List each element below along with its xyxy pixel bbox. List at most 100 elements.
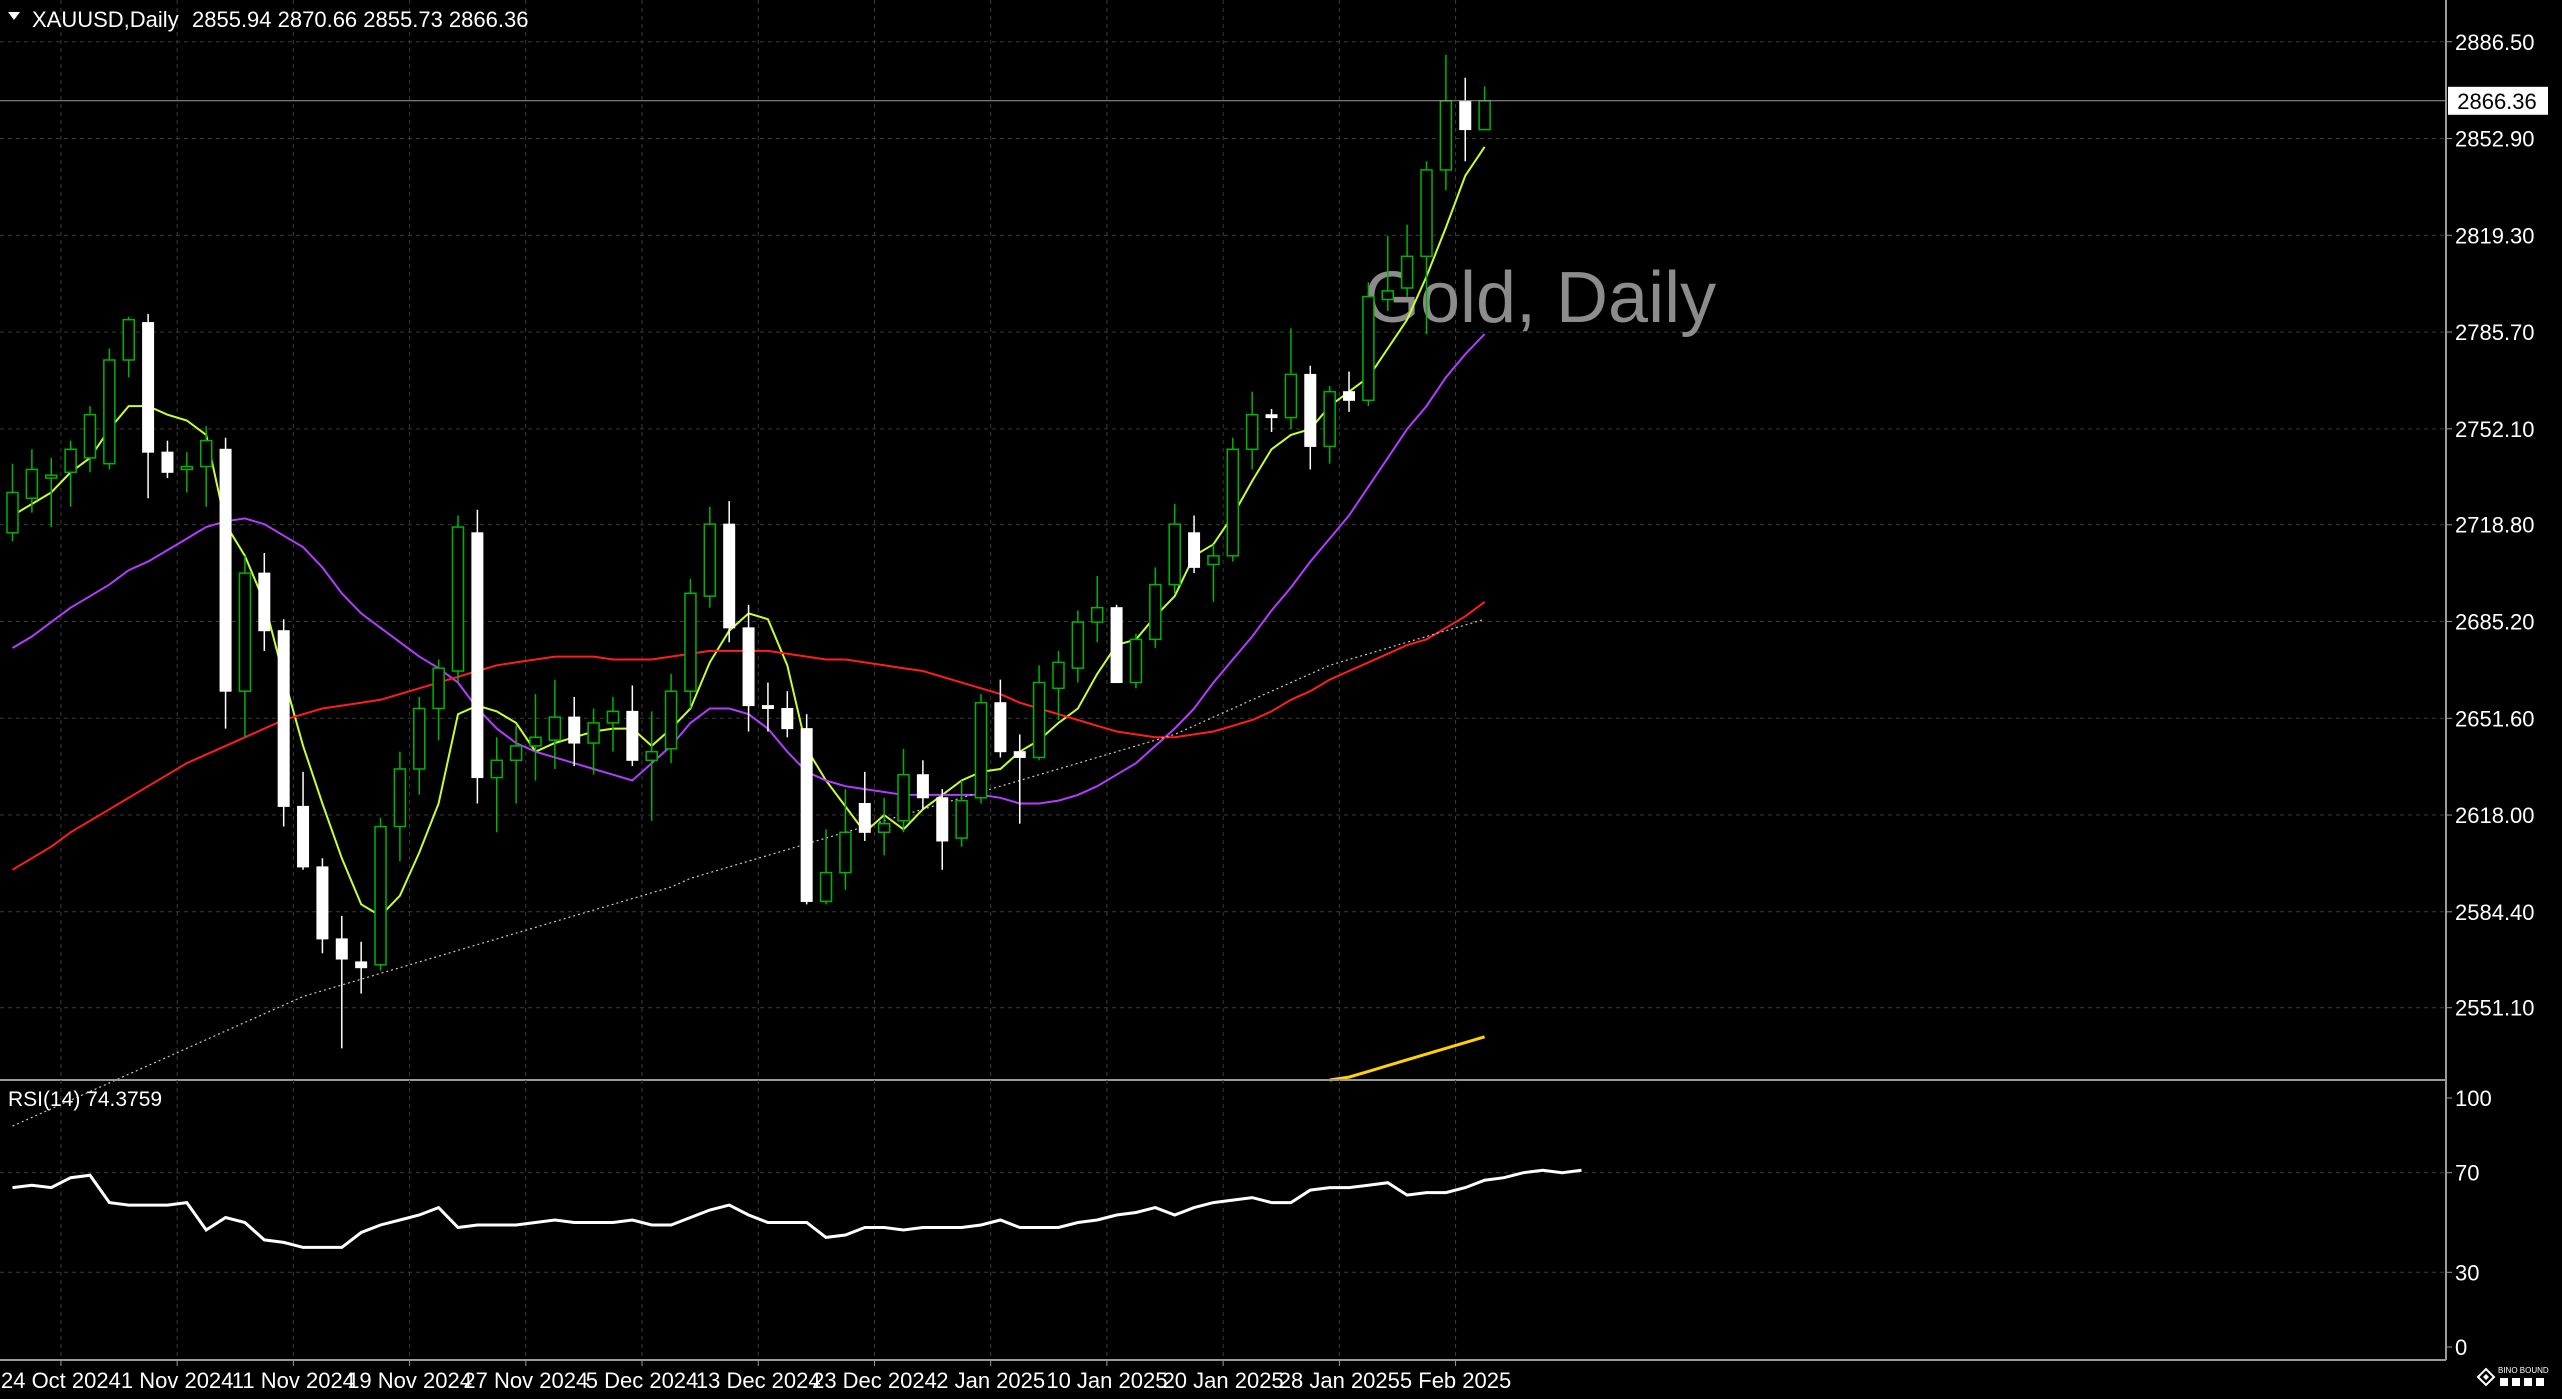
candle [916,760,929,810]
candle-body [1362,295,1375,402]
time-tick-label: 28 Jan 2025 [1279,1368,1400,1393]
candle [1381,236,1395,312]
candle-body [684,592,697,692]
candle [994,679,1007,758]
candle [974,694,988,804]
price-tick-label: 2886.50 [2455,30,2535,55]
candle-body [974,701,988,799]
candle-body [277,630,290,807]
price-tick-label: 2651.60 [2455,706,2535,731]
time-tick-label: 2 Jan 2025 [936,1368,1045,1393]
candle-body [413,707,426,770]
candle-body [44,474,58,479]
candle-body [723,523,736,629]
candle [1420,161,1433,335]
time-tick-label: 20 Jan 2025 [1163,1368,1284,1393]
candle-body [238,572,252,692]
candle [122,316,135,378]
candle [664,673,678,764]
time-tick-label: 19 Nov 2024 [347,1368,472,1393]
candle [723,501,736,643]
candle [1013,734,1026,824]
candle-body [606,710,620,724]
candle-body [1052,661,1065,690]
price-tick-label: 2718.80 [2455,513,2535,538]
ohlc-label: 2855.94 2870.66 2855.73 2866.36 [192,7,528,32]
price-tick-label: 2584.40 [2455,900,2535,925]
price-tick-label: 2819.30 [2455,223,2535,248]
candle-body [839,831,852,874]
candle [335,915,348,1049]
candle-body [509,745,523,762]
candle-body [142,322,155,453]
candle-body [1245,413,1259,451]
candle [374,817,387,971]
symbol-menu-icon[interactable] [8,12,20,20]
candle-body [955,799,968,839]
candle [800,714,813,905]
candle [1090,576,1104,643]
candle-body [297,805,310,868]
ma-longest-line [1329,1035,1486,1082]
price-tick-label: 2785.70 [2455,320,2535,345]
rsi-panel[interactable] [0,1080,2446,1360]
candle [568,696,581,767]
candle-body [393,768,407,828]
candle-body [199,439,213,468]
candle [761,682,774,732]
candle [819,829,833,905]
candle-body [6,491,19,534]
candle [684,578,697,709]
candle-body [355,961,368,969]
price-tick-label: 2685.20 [2455,610,2535,635]
candle-body [258,572,271,632]
candle [858,771,871,841]
candles [6,54,1491,1049]
candle [1400,224,1414,297]
candle-body [800,728,813,902]
logo-text: BINO BOUND [2498,1366,2549,1375]
candle-body [219,448,232,692]
candle [877,797,891,856]
candle-body [451,526,465,672]
candle-body [1110,607,1123,684]
candle [1032,665,1046,761]
candle-body [1226,448,1240,557]
rsi-tick-label: 100 [2455,1086,2492,1111]
candle [1226,437,1240,562]
candle-body [897,773,910,822]
candle [1149,567,1162,648]
candle [548,679,562,769]
candle-body [335,938,348,960]
candle [839,789,852,890]
candle [1284,328,1298,430]
candle-body [471,532,484,779]
candle [1071,610,1085,683]
candle-body [103,359,116,465]
candle [44,457,58,528]
chart-watermark: Gold, Daily [1364,258,1716,338]
candle [1207,544,1220,602]
candle-body [1207,555,1220,566]
time-tick-label: 5 Feb 2025 [1400,1368,1511,1393]
candle [142,313,155,499]
price-panel[interactable]: Gold, Daily [0,0,2446,1127]
candle-body [1459,100,1472,131]
time-tick-label: 5 Dec 2024 [586,1368,699,1393]
candle [103,348,116,470]
candle-body [645,750,658,762]
price-tick-label: 2618.00 [2455,803,2535,828]
candle [219,437,232,729]
time-tick-label: 1 Nov 2024 [121,1368,234,1393]
candle-body [1129,638,1143,684]
price-tick-label: 2752.10 [2455,417,2535,442]
candle-body [587,722,600,744]
candle-body [64,448,77,474]
candle-body [1032,681,1046,759]
candle [238,555,252,738]
rsi-tick-label: 30 [2455,1260,2479,1285]
candle [432,659,445,741]
candle [199,426,213,507]
candle [1245,391,1259,470]
